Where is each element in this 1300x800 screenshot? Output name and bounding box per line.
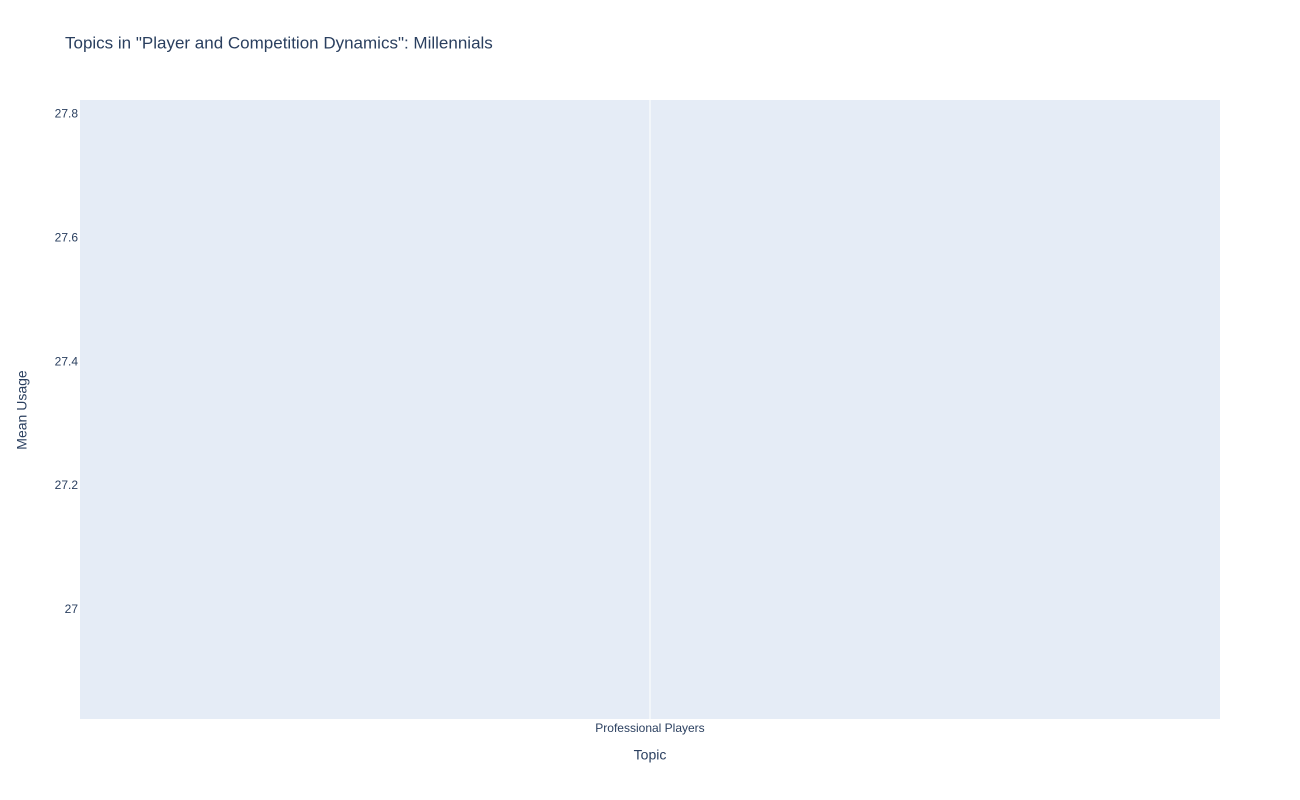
chart-title: Topics in "Player and Competition Dynami… (65, 33, 493, 52)
x-axis-title: Topic (634, 747, 667, 763)
y-tick-label: 27 (65, 602, 79, 616)
x-tick-label: Professional Players (595, 721, 704, 735)
y-axis-title: Mean Usage (14, 370, 30, 450)
y-tick-label: 27.4 (55, 354, 79, 368)
y-tick-label: 27.6 (55, 230, 79, 244)
y-tick-label: 27.8 (55, 106, 79, 120)
y-tick-label: 27.2 (55, 478, 79, 492)
